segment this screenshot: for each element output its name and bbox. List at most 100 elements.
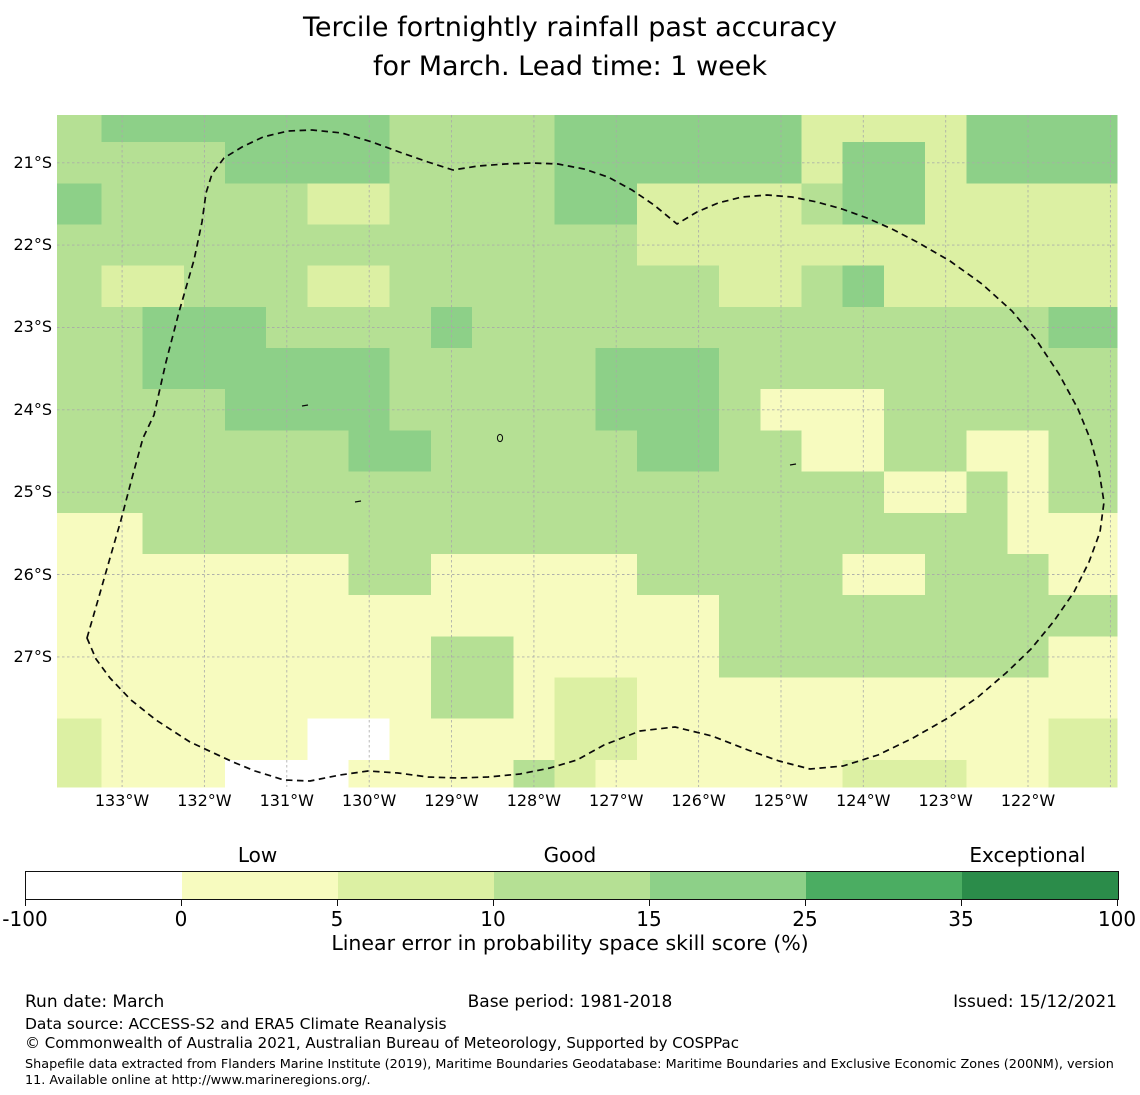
colorbar: [25, 871, 1119, 900]
heatmap-cell: [636, 183, 679, 226]
heatmap-cell: [554, 115, 597, 143]
heatmap-cell: [719, 636, 761, 679]
heatmap-cell: [225, 265, 267, 308]
heatmap-cell: [801, 759, 844, 788]
heatmap-cell: [719, 553, 761, 596]
heatmap-cell: [101, 183, 144, 226]
heatmap-cell: [348, 512, 391, 555]
heatmap-cell: [719, 224, 761, 267]
heatmap-cell: [966, 718, 1009, 761]
heatmap-cell: [925, 759, 967, 788]
heatmap-cell: [389, 636, 432, 679]
heatmap-cell: [636, 595, 679, 637]
heatmap-cell: [842, 183, 885, 226]
heatmap-cell: [883, 183, 926, 226]
heatmap-cell: [678, 677, 720, 720]
heatmap-cell: [966, 183, 1009, 226]
heatmap-cell: [389, 430, 432, 473]
heatmap-cell: [389, 183, 432, 226]
heatmap-cell: [101, 348, 144, 390]
heatmap-cell: [225, 306, 267, 349]
heatmap-cell: [225, 595, 267, 637]
heatmap-cell: [472, 677, 514, 720]
heatmap-cell: [1007, 718, 1050, 761]
heatmap-cell: [842, 759, 885, 788]
heatmap-cell: [595, 348, 638, 390]
heatmap-cell: [307, 595, 350, 637]
heatmap-cell: [966, 677, 1009, 720]
heatmap-cell: [554, 718, 597, 761]
heatmap-cell: [513, 183, 556, 226]
colorbar-segment: [650, 872, 806, 899]
heatmap-cell: [472, 512, 514, 555]
heatmap-cell: [760, 183, 803, 226]
heatmap-cell: [225, 759, 267, 788]
heatmap-cell: [183, 183, 226, 226]
heatmap-cell: [678, 348, 720, 390]
heatmap-cell: [636, 759, 679, 788]
heatmap-cell: [348, 183, 391, 226]
heatmap-cell: [719, 759, 761, 788]
colorbar-segment: [494, 872, 650, 899]
heatmap-cell: [554, 265, 597, 308]
colorbar-axis-label: Linear error in probability space skill …: [331, 931, 809, 955]
colorbar-tick-label: -100: [2, 907, 48, 931]
colorbar-tick-label: 100: [1097, 907, 1137, 931]
heatmap-cell: [966, 759, 1009, 788]
heatmap-cell: [719, 718, 761, 761]
heatmap-cell: [595, 759, 638, 788]
heatmap-cell: [801, 718, 844, 761]
heatmap-cell: [57, 677, 103, 720]
heatmap-cell: [57, 389, 103, 431]
lon-tick-label: 125°W: [753, 791, 809, 810]
lat-tick-label: 25°S: [13, 482, 52, 502]
heatmap-cell: [678, 115, 720, 143]
heatmap-cell: [966, 265, 1009, 308]
heatmap-cell: [925, 677, 967, 720]
heatmap-cell: [554, 512, 597, 555]
heatmap-cell: [57, 183, 103, 226]
heatmap-cell: [513, 115, 556, 143]
heatmap-cell: [266, 759, 308, 788]
lat-tick-label: 21°S: [13, 152, 52, 172]
shapefile-attribution-text: Shapefile data extracted from Flanders M…: [25, 1057, 1114, 1088]
heatmap-cell: [1048, 718, 1118, 761]
heatmap-cell: [801, 430, 844, 473]
heatmap-cell: [883, 265, 926, 308]
heatmap-cell: [430, 348, 473, 390]
heatmap-cell: [57, 348, 103, 390]
heatmap-cell: [348, 759, 391, 788]
heatmap-cell: [142, 677, 185, 720]
heatmap-cell: [636, 265, 679, 308]
heatmap-cell: [430, 759, 473, 788]
heatmap-cell: [430, 512, 473, 555]
heatmap-cell: [925, 348, 967, 390]
heatmap-cell: [101, 512, 144, 555]
lon-tick-label: 129°W: [424, 791, 479, 810]
heatmap-cell: [842, 348, 885, 390]
heatmap-cell: [966, 595, 1009, 637]
heatmap-cell: [554, 142, 597, 184]
heatmap-cell: [389, 553, 432, 596]
heatmap-cell: [142, 183, 185, 226]
heatmap-cell: [554, 224, 597, 267]
heatmap-cell: [636, 115, 679, 143]
heatmap-cell: [389, 265, 432, 308]
lon-tick-label: 124°W: [836, 791, 891, 810]
heatmap-cell: [719, 306, 761, 349]
heatmap-cell: [801, 677, 844, 720]
heatmap-cell: [1007, 348, 1050, 390]
heatmap-cell: [883, 677, 926, 720]
colorbar-tick: [960, 900, 962, 906]
colorbar-tick-label: 0: [174, 907, 188, 931]
heatmap-cell: [101, 759, 144, 788]
base-period-text: Base period: 1981-2018: [467, 992, 673, 1012]
heatmap-cell: [801, 595, 844, 637]
heatmap-cell: [183, 512, 226, 555]
colorbar-segment: [26, 872, 182, 899]
colorbar-tick: [1116, 900, 1118, 906]
colorbar-segment: [182, 872, 338, 899]
heatmap-cell: [307, 759, 350, 788]
heatmap-cell: [472, 265, 514, 308]
heatmap-cell: [760, 348, 803, 390]
